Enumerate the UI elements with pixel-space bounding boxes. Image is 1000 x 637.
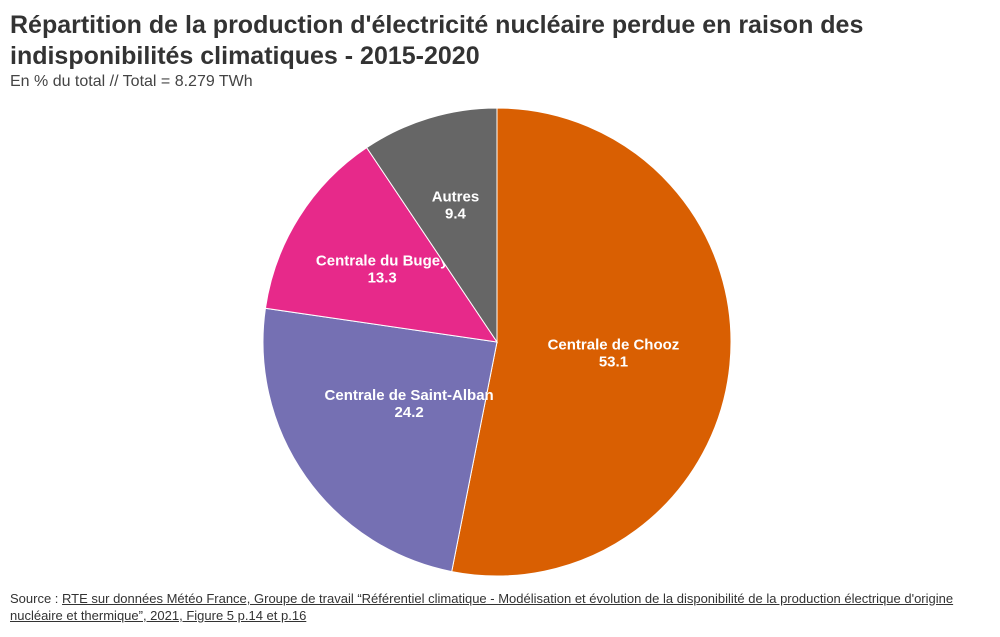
chart-title: Répartition de la production d'électrici… — [10, 11, 864, 70]
slice-value-1: 24.2 — [395, 404, 424, 421]
pie-slice-3[interactable] — [365, 107, 498, 344]
slice-label-1: Centrale de Saint-Alban — [325, 387, 494, 404]
slice-value-3: 9.4 — [445, 205, 467, 222]
slice-label-0: Centrale de Chooz — [548, 336, 680, 353]
slice-label-3: Autres — [432, 188, 480, 205]
source-link[interactable]: RTE sur données Météo France, Groupe de … — [10, 591, 954, 623]
slice-label-2: Centrale du Bugey — [316, 253, 449, 270]
pie-slice-0[interactable] — [451, 107, 732, 577]
source-prefix: Source : — [10, 591, 63, 606]
pie-slice-2[interactable] — [264, 146, 499, 343]
slice-value-0: 53.1 — [599, 353, 628, 370]
pie-slice-1[interactable] — [262, 307, 498, 573]
source-note: Source : RTE sur données Météo France, G… — [10, 590, 980, 624]
slice-value-2: 13.3 — [368, 270, 397, 287]
chart-subtitle: En % du total // Total = 8.279 TWh — [10, 73, 253, 90]
